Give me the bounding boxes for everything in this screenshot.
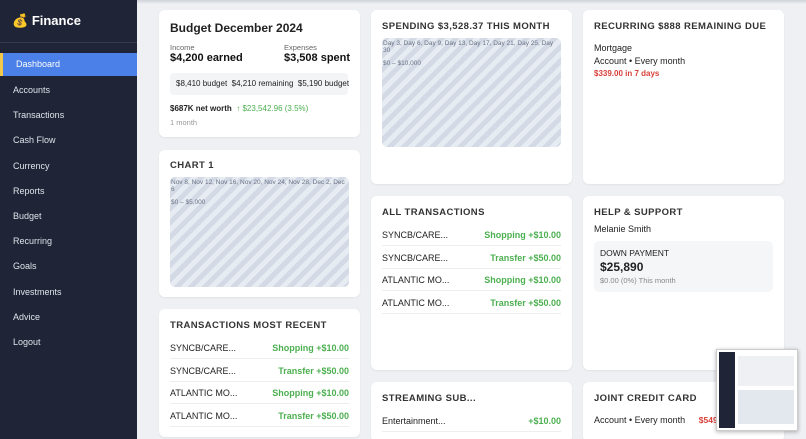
streaming-card: STREAMING SUB... Entertainment... +$10.00	[371, 382, 572, 439]
user-name: Melanie Smith	[594, 224, 652, 234]
summary-item: $8,410 budget	[176, 79, 228, 88]
recent-card: TRANSACTIONS MOST RECENT SYNCB/CARE... Sh…	[159, 309, 360, 437]
transaction-row[interactable]: SYNCB/CARE... Transfer +$50.00	[170, 360, 349, 382]
net-worth-change: ↑ $23,542.96 (3.5%)	[236, 104, 309, 113]
expenses-label: Expenses	[284, 43, 317, 52]
x-labels: Nov 8, Nov 12, Nov 16, Nov 20, Nov 24, N…	[171, 179, 345, 193]
card-title: CHART 1	[170, 160, 214, 171]
summary-item: $4,210 remaining	[231, 79, 294, 88]
net-worth-value: $687K net worth	[170, 104, 232, 113]
budget-card: Budget December 2024 Income $4,200 earne…	[159, 10, 360, 137]
payee: SYNCB/CARE...	[170, 365, 237, 376]
budget-summary: $8,410 budget $4,210 remaining $5,190 bu…	[170, 73, 350, 95]
payee: SYNCB/CARE...	[170, 343, 237, 353]
amount: Transfer +$50.00	[490, 252, 561, 263]
card-title: SPENDING $3,528.37 THIS MONTH	[382, 21, 550, 32]
chart-card: CHART 1 Nov 8, Nov 12, Nov 16, Nov 20, N…	[159, 150, 360, 297]
menu-item[interactable]: Currency	[13, 160, 50, 171]
card-title: STREAMING SUB...	[382, 393, 477, 404]
divider	[0, 42, 137, 43]
transaction-row[interactable]: ATLANTIC MO... Transfer +$50.00	[170, 405, 349, 427]
transaction-row[interactable]: SYNCB/CARE... Shopping +$10.00	[170, 337, 349, 359]
transaction-row[interactable]: SYNCB/CARE... Shopping +$10.00	[382, 224, 561, 246]
menu-item[interactable]: Transactions	[13, 110, 65, 121]
summary-item: $5,190 budget	[297, 79, 350, 88]
card-title: ALL TRANSACTIONS	[382, 207, 485, 218]
card-title: RECURRING $888 REMAINING DUE	[594, 21, 767, 32]
brand-name: Finance	[31, 13, 81, 28]
transaction-row[interactable]: ATLANTIC MO... Transfer +$50.00	[382, 292, 561, 314]
goal-change: $0.00 (0%) This month	[600, 276, 676, 285]
card-title: TRANSACTIONS MOST RECENT	[170, 320, 327, 331]
screenshot-thumbnail[interactable]	[716, 349, 798, 431]
payee: SYNCB/CARE...	[382, 252, 449, 263]
income: $4,200 earned	[170, 52, 243, 64]
chart-placeholder: Day 3, Day 6, Day 9, Day 13, Day 17, Day…	[382, 38, 561, 147]
recurring-detail: Account • Every month	[594, 56, 686, 66]
amount: +$10.00	[528, 416, 561, 426]
payee: Entertainment...	[382, 416, 446, 426]
spending-card: SPENDING $3,528.37 THIS MONTH Day 3, Day…	[371, 10, 572, 184]
sidebar: 💰 Finance Dashboard Accounts Transactions C…	[0, 0, 137, 439]
menu-item[interactable]: Cash Flow	[13, 135, 56, 146]
transaction-row[interactable]: ATLANTIC MO... Shopping +$10.00	[170, 382, 349, 404]
all-transactions-card: ALL TRANSACTIONS SYNCB/CARE... Shopping +…	[371, 196, 572, 370]
expenses: $3,508 spent	[284, 52, 351, 64]
payee: ATLANTIC MO...	[170, 388, 238, 398]
net-worth: $687K net worth ↑ $23,542.96 (3.5%)	[170, 104, 308, 113]
recurring-name: Mortgage	[594, 43, 633, 53]
thumb-sidebar	[719, 352, 735, 428]
thumb-content	[738, 390, 794, 424]
menu-item[interactable]: Advice	[13, 311, 41, 322]
transaction-row[interactable]: SYNCB/CARE... Transfer +$50.00	[382, 247, 561, 269]
amount: Shopping +$10.00	[484, 275, 561, 285]
thumb-content	[738, 356, 794, 386]
brand-icon: 💰	[12, 13, 29, 28]
menu-item[interactable]: Reports	[13, 185, 45, 196]
card-title: HELP & SUPPORT	[594, 207, 683, 218]
recurring-due: $339.00 in 7 days	[594, 69, 660, 78]
x-labels: Day 3, Day 6, Day 9, Day 13, Day 17, Day…	[383, 40, 554, 54]
income-label: Income	[170, 43, 195, 52]
card-title: JOINT CREDIT CARD	[594, 393, 697, 404]
menu-item[interactable]: Investments	[13, 286, 62, 297]
amount: Transfer +$50.00	[490, 297, 561, 308]
chart-placeholder: Nov 8, Nov 12, Nov 16, Nov 20, Nov 24, N…	[170, 177, 349, 287]
amount: Shopping +$10.00	[272, 388, 349, 398]
amount: Transfer +$50.00	[278, 410, 349, 421]
card-title: Budget December 2024	[170, 21, 303, 35]
joint-detail: Account • Every month	[594, 415, 686, 425]
menu-item[interactable]: Recurring	[13, 236, 53, 247]
payee: SYNCB/CARE...	[382, 230, 449, 240]
goal-amount: $25,890	[600, 260, 644, 274]
recurring-card: RECURRING $888 REMAINING DUE Mortgage Ac…	[583, 10, 784, 184]
help-card: HELP & SUPPORT Melanie Smith DOWN PAYMEN…	[583, 196, 784, 370]
brand[interactable]: 💰 Finance	[12, 13, 81, 29]
menu-item[interactable]: Budget	[13, 210, 42, 221]
payee: ATLANTIC MO...	[382, 297, 450, 308]
goal-label: DOWN PAYMENT	[600, 248, 670, 258]
menu-item[interactable]: Accounts	[13, 85, 51, 95]
payee: ATLANTIC MO...	[382, 275, 450, 285]
period: 1 month	[170, 118, 198, 127]
menu-item[interactable]: Dashboard	[0, 53, 137, 76]
menu-item[interactable]: Logout	[13, 336, 41, 347]
y-range: $0 – $5,000	[171, 199, 206, 206]
menu-item[interactable]: Goals	[13, 261, 37, 272]
top-shadow	[137, 0, 806, 4]
amount: Shopping +$10.00	[272, 343, 349, 353]
amount: Shopping +$10.00	[484, 230, 561, 240]
payee: ATLANTIC MO...	[170, 410, 238, 421]
y-range: $0 – $10,000	[383, 60, 421, 67]
goal-box: DOWN PAYMENT $25,890 $0.00 (0%) This mon…	[594, 241, 773, 292]
transaction-row[interactable]: Entertainment... +$10.00	[382, 410, 561, 432]
transaction-row[interactable]: ATLANTIC MO... Shopping +$10.00	[382, 269, 561, 291]
amount: Transfer +$50.00	[278, 365, 349, 376]
menu: Dashboard Accounts Transactions Cash Flow Cu…	[0, 53, 137, 355]
